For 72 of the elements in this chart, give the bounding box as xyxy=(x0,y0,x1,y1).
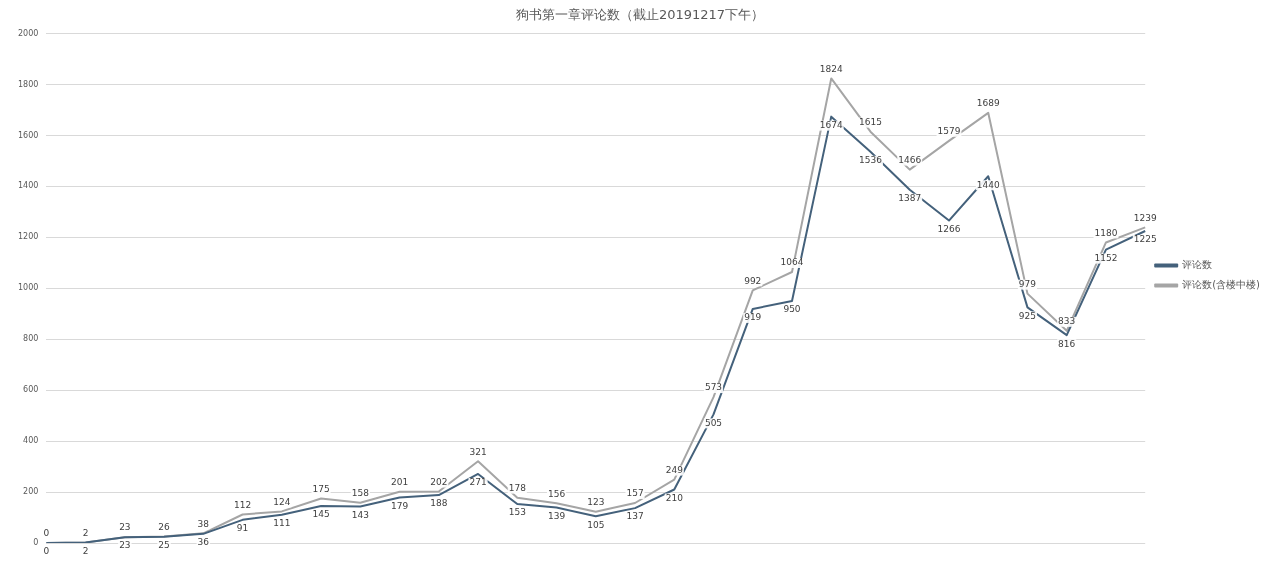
data-label: 992 xyxy=(744,275,762,286)
y-tick-label: 1800 xyxy=(18,79,39,89)
data-label: 210 xyxy=(665,492,684,503)
y-tick-label: 200 xyxy=(23,487,39,497)
data-label: 0 xyxy=(43,546,50,557)
data-label: 1239 xyxy=(1133,212,1157,223)
data-label: 201 xyxy=(390,477,409,488)
data-label: 1466 xyxy=(898,154,922,165)
data-label: 188 xyxy=(430,498,448,509)
y-tick-label: 0 xyxy=(33,538,39,548)
y-tick-label: 600 xyxy=(23,385,39,395)
data-label: 175 xyxy=(312,483,330,494)
data-label: 36 xyxy=(197,537,210,548)
y-tick-label: 1000 xyxy=(18,283,39,293)
data-label: 816 xyxy=(1058,338,1076,349)
y-tick-label: 1200 xyxy=(18,232,39,242)
data-label: 112 xyxy=(233,499,252,510)
data-label: 123 xyxy=(587,497,605,508)
data-label: 0 xyxy=(43,528,50,539)
data-label: 202 xyxy=(430,476,448,487)
data-label: 919 xyxy=(744,312,762,323)
data-label: 1225 xyxy=(1133,234,1157,245)
data-label: 1064 xyxy=(780,257,804,268)
data-label: 1689 xyxy=(976,98,1000,109)
data-label: 2 xyxy=(82,545,89,556)
data-label: 573 xyxy=(704,382,723,393)
data-label: 38 xyxy=(197,518,210,529)
legend-label: 评论数 xyxy=(1182,259,1213,271)
data-label: 105 xyxy=(587,519,605,530)
data-label: 1387 xyxy=(898,193,922,204)
data-label: 25 xyxy=(158,539,170,550)
data-label: 158 xyxy=(351,488,370,499)
y-tick-label: 800 xyxy=(23,334,39,344)
data-label: 153 xyxy=(508,507,526,518)
data-label: 1615 xyxy=(859,117,882,127)
data-label: 179 xyxy=(390,500,409,511)
legend-label: 评论数(含楼中楼) xyxy=(1182,279,1261,291)
data-label: 2 xyxy=(82,527,89,538)
data-label: 139 xyxy=(547,510,566,521)
data-label: 249 xyxy=(665,464,684,475)
data-label: 1152 xyxy=(1094,252,1118,263)
data-label: 271 xyxy=(469,477,487,488)
data-label: 1440 xyxy=(976,179,1000,190)
data-label: 1180 xyxy=(1094,227,1118,238)
y-tick-label: 400 xyxy=(23,436,39,446)
data-label: 1266 xyxy=(937,223,961,234)
data-label: 23 xyxy=(119,540,131,551)
data-label: 111 xyxy=(273,518,291,529)
chart-title: 狗书第一章评论数（截止20191217下午） xyxy=(515,7,765,23)
data-label: 178 xyxy=(508,483,527,494)
data-label: 91 xyxy=(236,523,249,534)
data-label: 137 xyxy=(626,511,644,522)
data-label: 145 xyxy=(312,509,330,520)
y-tick-label: 1400 xyxy=(18,181,39,191)
y-tick-label: 1600 xyxy=(18,130,39,140)
data-label: 833 xyxy=(1058,316,1076,327)
data-label: 950 xyxy=(783,304,801,315)
data-label: 1536 xyxy=(859,155,883,166)
y-tick-label: 2000 xyxy=(18,28,39,38)
data-label: 124 xyxy=(273,496,291,507)
data-label: 157 xyxy=(626,488,644,499)
data-label: 1579 xyxy=(937,126,961,137)
data-label: 1674 xyxy=(819,119,843,130)
data-label: 321 xyxy=(469,446,487,457)
data-label: 26 xyxy=(158,521,171,532)
data-label: 143 xyxy=(351,509,369,520)
data-label: 1824 xyxy=(819,63,843,74)
data-label: 156 xyxy=(547,488,566,499)
data-label: 925 xyxy=(1018,310,1037,321)
data-label: 23 xyxy=(119,522,131,533)
data-label: 979 xyxy=(1018,278,1037,289)
data-label: 505 xyxy=(704,417,723,428)
